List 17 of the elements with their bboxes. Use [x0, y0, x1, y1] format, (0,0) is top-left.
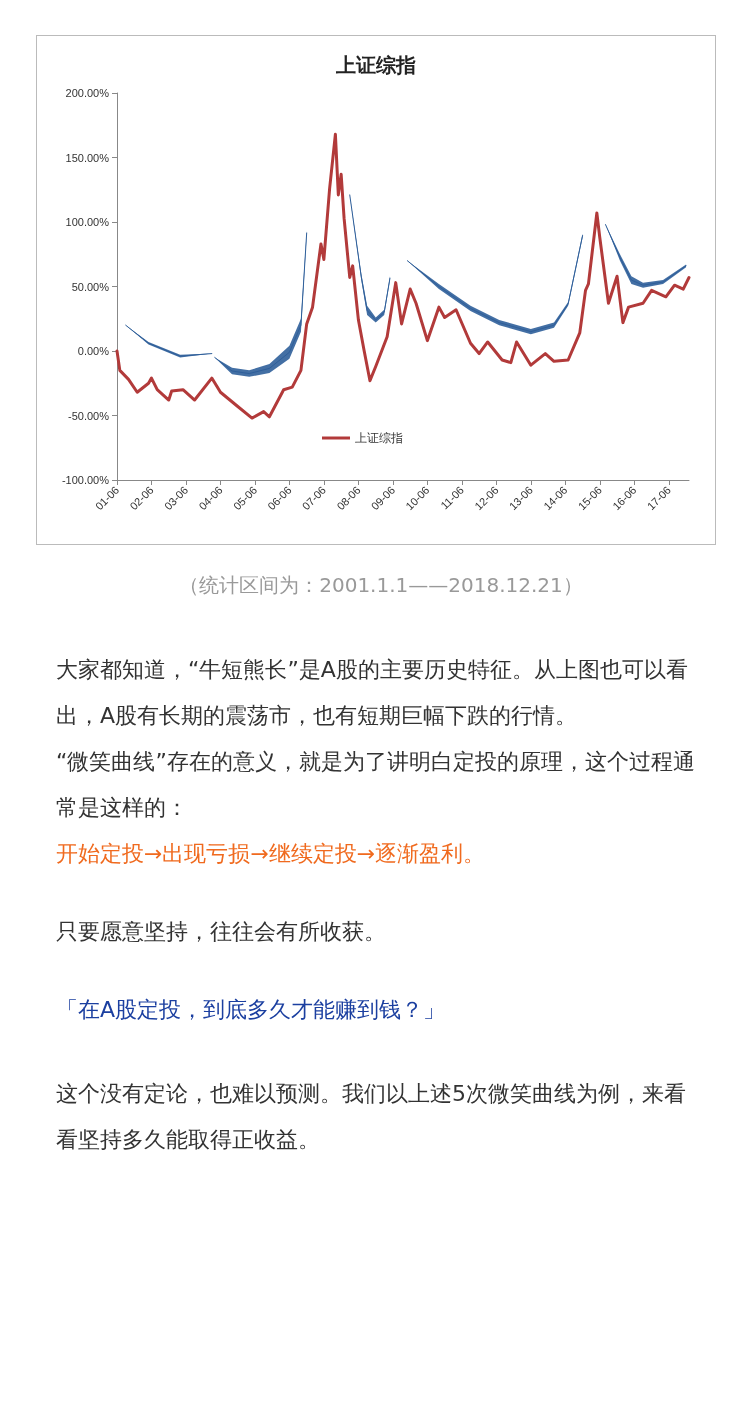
y-tick-label: 150.00%	[65, 151, 110, 164]
y-tick-label: 200.00%	[65, 87, 110, 99]
y-tick-label: 50.00%	[71, 280, 110, 293]
y-tick-label: 100.00%	[65, 216, 110, 228]
y-tick-label: 0.00%	[77, 345, 110, 357]
y-tick-label: -50.00%	[68, 409, 110, 422]
text: 这个没有定论，也难以预测。我们以上述5次微笑曲线为例，来看看坚持多久能取得正收益。	[56, 1080, 687, 1154]
legend-label: 上证综指	[355, 431, 403, 445]
text: （统计区间为：2001.1.1——2018.12.21）	[178, 572, 584, 599]
y-tick-label: -100.00%	[61, 474, 110, 486]
chart-title: 上证综指	[335, 53, 416, 77]
text: 「在A股定投，到底多久才能赚到钱？」	[56, 996, 447, 1024]
text: “微笑曲线”存在的意义，就是为了讲明白定投的原理，这个过程通常是这样的：	[56, 748, 696, 822]
text: 开始定投→出现亏损→继续定投→逐渐盈利。	[56, 840, 487, 868]
text: 只要愿意坚持，往往会有所收获。	[56, 918, 387, 946]
text: 大家都知道，“牛短熊长”是A股的主要历史特征。从上图也可以看出，A股有长期的震荡市，也有短期巨幅下跌的行情。	[56, 656, 689, 730]
line-series	[115, 132, 691, 420]
